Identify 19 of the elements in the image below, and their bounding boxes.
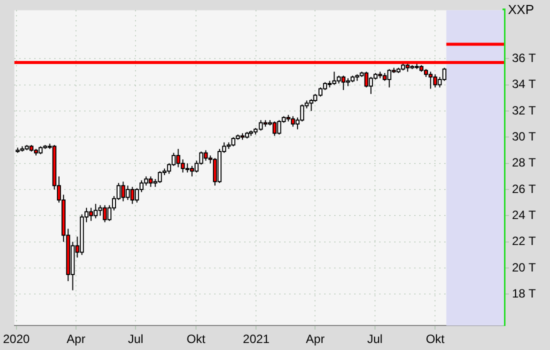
y-tick-label: 28 T <box>512 156 536 170</box>
y-tick-label: 22 T <box>512 234 536 248</box>
x-tick-label: Apr <box>306 332 325 346</box>
x-tick-label: Apr <box>66 332 86 346</box>
y-tick-label: 18 T <box>512 286 536 301</box>
x-tick-label: Jul <box>128 332 144 346</box>
y-tick-label: 36 T <box>512 50 536 65</box>
x-tick-label: Okt <box>426 332 446 346</box>
y-tick-label: 24 T <box>512 208 536 222</box>
y-tick-label: 26 T <box>512 182 536 196</box>
y-tick-label: 32 T <box>512 103 536 118</box>
y-tick-label: 34 T <box>512 77 536 92</box>
x-tick-label: Okt <box>186 332 206 346</box>
x-tick-label: Jul <box>367 332 383 346</box>
x-tick-label: 2021 <box>242 332 270 346</box>
x-tick-label: 2020 <box>2 332 30 346</box>
y-tick-label: 20 T <box>512 260 536 274</box>
y-tick-label: 30 T <box>512 129 536 144</box>
chart-title: XXP <box>508 2 534 18</box>
